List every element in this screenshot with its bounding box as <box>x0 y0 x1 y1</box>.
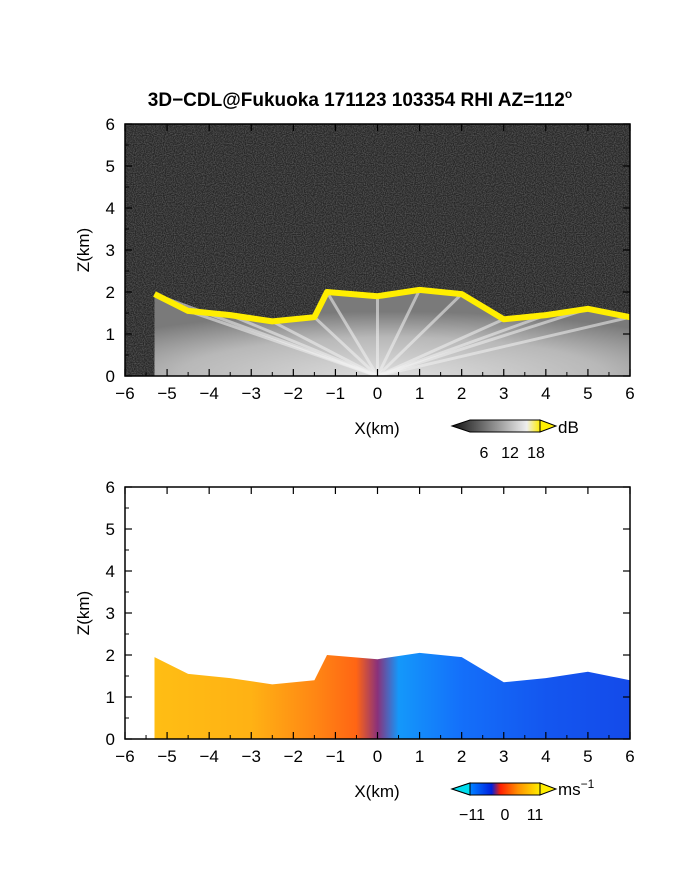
x-tick-label: 5 <box>583 747 592 766</box>
echo-top-edge <box>153 286 630 325</box>
velocity-region <box>154 652 630 739</box>
x-tick-label: −1 <box>326 747 345 766</box>
y-tick-label: 2 <box>106 646 115 665</box>
echo-ray <box>376 293 463 376</box>
y-tick-label: 6 <box>106 115 115 134</box>
echo-ray <box>271 320 379 376</box>
x-tick-label: 2 <box>457 747 466 766</box>
x-tick-label: −3 <box>242 747 261 766</box>
chart-title: 3D−CDL@Fukuoka 171123 103354 RHI AZ=112o <box>148 87 572 111</box>
x-tick-label: −6 <box>115 384 134 403</box>
x-tick-label: 3 <box>499 384 508 403</box>
colorbar-tick: 6 <box>480 445 489 462</box>
y-tick-label: 1 <box>106 688 115 707</box>
x-tick-label: −5 <box>157 747 176 766</box>
colorbar-tick: −11 <box>459 807 485 824</box>
x-tick-label: −1 <box>326 384 345 403</box>
velocity-colorbar: ms−1 −11 0 11 <box>450 777 595 824</box>
x-tick-label: 2 <box>457 384 466 403</box>
x-tick-label: −2 <box>284 384 303 403</box>
x-axis-label: X(km) <box>354 419 399 438</box>
y-tick-label: 3 <box>106 604 115 623</box>
x-tick-label: 4 <box>541 384 550 403</box>
colorbar-unit: ms−1 <box>558 777 595 799</box>
x-tick-label: −2 <box>284 747 303 766</box>
x-tick-label: −4 <box>199 747 218 766</box>
y-tick-label: 4 <box>106 199 115 218</box>
x-tick-label: −3 <box>242 384 261 403</box>
echo-ray <box>313 316 379 376</box>
echo-ray <box>325 291 379 376</box>
x-tick-label: 0 <box>373 747 382 766</box>
colorbar-tick: 18 <box>527 445 545 462</box>
x-tick-label: 5 <box>583 384 592 403</box>
echo-region <box>154 289 630 376</box>
x-tick-label: 6 <box>625 384 634 403</box>
echo-ray <box>376 317 505 376</box>
y-axis-label: Z(km) <box>74 228 93 272</box>
x-tick-label: 3 <box>499 747 508 766</box>
echo-ray <box>377 307 589 376</box>
echo-ray <box>229 313 379 376</box>
y-tick-label: 0 <box>106 367 115 386</box>
colorbar-tick: 12 <box>501 445 519 462</box>
x-tick-label: −5 <box>157 384 176 403</box>
echo-ray <box>377 315 630 376</box>
x-tick-label: 1 <box>415 747 424 766</box>
colorbar-unit: dB <box>558 418 579 437</box>
echo-ray <box>187 309 378 376</box>
echo-rays <box>153 289 630 376</box>
echo-ray <box>376 289 421 376</box>
y-tick-label: 1 <box>106 325 115 344</box>
x-axis-label: X(km) <box>354 782 399 801</box>
y-tick-label: 3 <box>106 241 115 260</box>
x-tick-label: 6 <box>625 747 634 766</box>
y-axis-label: Z(km) <box>74 591 93 635</box>
x-tick-label: 1 <box>415 384 424 403</box>
x-tick-label: 4 <box>541 747 550 766</box>
y-tick-label: 5 <box>106 520 115 539</box>
intensity-colorbar: dB 6 12 18 <box>450 418 579 462</box>
y-tick-label: 2 <box>106 283 115 302</box>
x-tick-label: −4 <box>199 384 218 403</box>
x-tick-label: 0 <box>373 384 382 403</box>
y-tick-label: 5 <box>106 157 115 176</box>
colorbar-tick: 11 <box>527 807 544 824</box>
y-tick-label: 0 <box>106 730 115 749</box>
y-tick-label: 6 <box>106 478 115 497</box>
colorbar-tick: 0 <box>501 807 510 824</box>
y-tick-label: 4 <box>106 562 115 581</box>
x-tick-label: −6 <box>115 747 134 766</box>
velocity-panel: −6 −5 −4 −3 −2 −1 0 1 2 3 4 5 6 0 1 2 3 4 5 6 X(km) Z(km) m… <box>74 478 635 824</box>
